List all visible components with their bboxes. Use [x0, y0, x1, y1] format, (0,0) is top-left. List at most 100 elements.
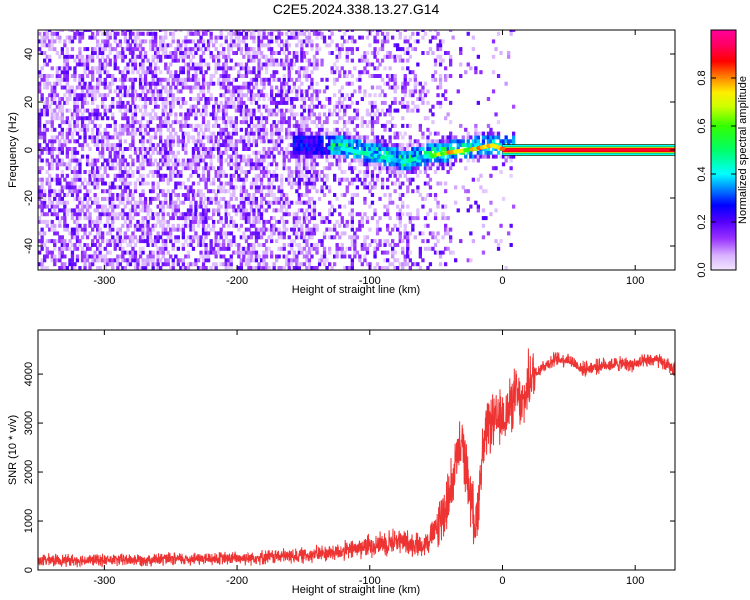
spectrogram-cell: [111, 116, 115, 121]
spectrogram-cell: [196, 139, 201, 144]
spectrogram-cell: [249, 185, 254, 190]
spectrogram-cell: [93, 108, 97, 113]
spectrogram-cell: [83, 97, 87, 101]
spectrogram-cell: [45, 266, 49, 270]
spectrogram-cell: [398, 262, 402, 267]
spectrogram-cell: [370, 200, 375, 205]
spectrogram-cell: [287, 43, 291, 48]
spectrogram-cell: [275, 127, 279, 132]
spectrogram-cell: [70, 150, 75, 155]
spectrogram-cell: [121, 31, 125, 36]
spectrogram-cell: [227, 135, 231, 140]
spectrogram-cell: [154, 43, 158, 48]
spectrogram-cell: [393, 243, 397, 247]
spectrogram-cell: [65, 89, 69, 94]
spectrogram-cell: [239, 158, 243, 163]
spectrogram-cell: [184, 112, 188, 117]
spectrogram-cell: [106, 258, 110, 263]
spectrogram-cell: [45, 254, 49, 259]
spectrogram-cell: [254, 185, 259, 190]
spectrogram-cell: [338, 47, 342, 52]
spectrogram-cell: [148, 62, 153, 67]
spectrogram-cell: [212, 104, 216, 109]
spectrogram-cell: [257, 120, 261, 125]
spectrogram-cell: [138, 47, 143, 52]
spectrogram-cell: [300, 81, 304, 86]
spectrogram-cell: [65, 51, 69, 55]
spectrogram-cell: [282, 150, 286, 155]
spectrogram-cell: [259, 235, 264, 240]
spectrogram-cell: [358, 143, 362, 148]
spectrogram-cell: [353, 66, 357, 71]
spectrogram-cell: [212, 208, 216, 213]
spectrogram-cell: [70, 193, 75, 197]
spectrogram-cell: [65, 266, 69, 270]
spectrogram-cell: [171, 39, 175, 44]
spectrogram-cell: [73, 231, 77, 236]
spectrogram-cell: [242, 81, 246, 86]
spectrogram-cell: [275, 30, 279, 32]
spectrogram-cell: [275, 35, 279, 40]
spectrogram-cell: [48, 54, 52, 59]
spectrogram-cell: [360, 54, 364, 59]
spectrogram-cell: [277, 51, 281, 55]
spectrogram-cell: [363, 239, 367, 244]
spectrogram-cell: [275, 162, 279, 167]
spectrogram-cell: [73, 266, 77, 270]
spectrogram-cell: [310, 185, 314, 190]
spectrogram-cell: [244, 43, 249, 48]
spectrogram-cell: [267, 189, 271, 194]
spectrogram-cell: [108, 85, 112, 90]
spectrogram-cell: [335, 162, 339, 167]
spectrogram-cell: [292, 227, 296, 232]
spectrogram-cell: [186, 196, 191, 201]
spectrogram-cell: [101, 189, 105, 194]
spectrogram-cell: [214, 254, 218, 259]
spectrogram-cell: [222, 262, 226, 267]
spectrogram-cell: [154, 47, 158, 52]
spectrogram-cell: [254, 54, 259, 59]
spectrogram-cell: [141, 216, 145, 221]
spectrogram-cell: [159, 208, 163, 213]
spectrogram-cell: [355, 235, 359, 240]
spectrogram-cell: [171, 154, 175, 159]
spectrogram-cell: [73, 97, 77, 101]
spectrogram-cell: [184, 62, 188, 67]
spectrogram-cell: [161, 250, 165, 255]
spectrogram-cell: [264, 58, 269, 63]
spectrogram-cell: [416, 108, 420, 113]
spectrogram-cell: [186, 112, 191, 117]
spectrogram-cell: [80, 89, 85, 94]
spectrogram-cell: [375, 246, 380, 251]
spectrogram-cell: [73, 154, 77, 159]
spectrogram-cell: [239, 62, 243, 67]
spectrogram-cell: [358, 74, 362, 78]
spectrogram-cell: [252, 31, 256, 36]
spectrogram-cell: [249, 246, 254, 251]
spectrogram-cell: [189, 158, 193, 163]
spectrogram-cell: [312, 181, 317, 186]
spectrogram-cell: [91, 258, 95, 263]
spectrogram-cell: [227, 131, 231, 136]
spectrogram-cell: [118, 131, 122, 136]
spectrogram-cell: [123, 77, 127, 82]
spectrogram-cell: [106, 143, 110, 148]
spectrogram-cell: [328, 139, 332, 144]
spectrogram-cell: [108, 193, 112, 197]
spectrogram-cell: [282, 62, 286, 67]
spectrogram-cell: [176, 150, 180, 155]
spectrogram-cell: [116, 143, 120, 148]
spectrogram-cell: [335, 127, 339, 132]
spectrogram-cell: [55, 212, 59, 217]
spectrogram-cell: [63, 58, 67, 63]
spectrogram-cell: [206, 150, 211, 155]
spectrogram-cell: [60, 246, 64, 251]
spectrogram-cell: [48, 185, 52, 190]
spectrogram-cell: [58, 223, 62, 228]
spectrogram-cell: [184, 77, 188, 82]
spectrogram-cell: [80, 85, 85, 90]
spectrogram-cell: [280, 173, 284, 178]
spectrogram-cell: [297, 154, 301, 159]
spectrogram-cell: [322, 131, 327, 136]
spectrogram-cell: [413, 154, 417, 159]
